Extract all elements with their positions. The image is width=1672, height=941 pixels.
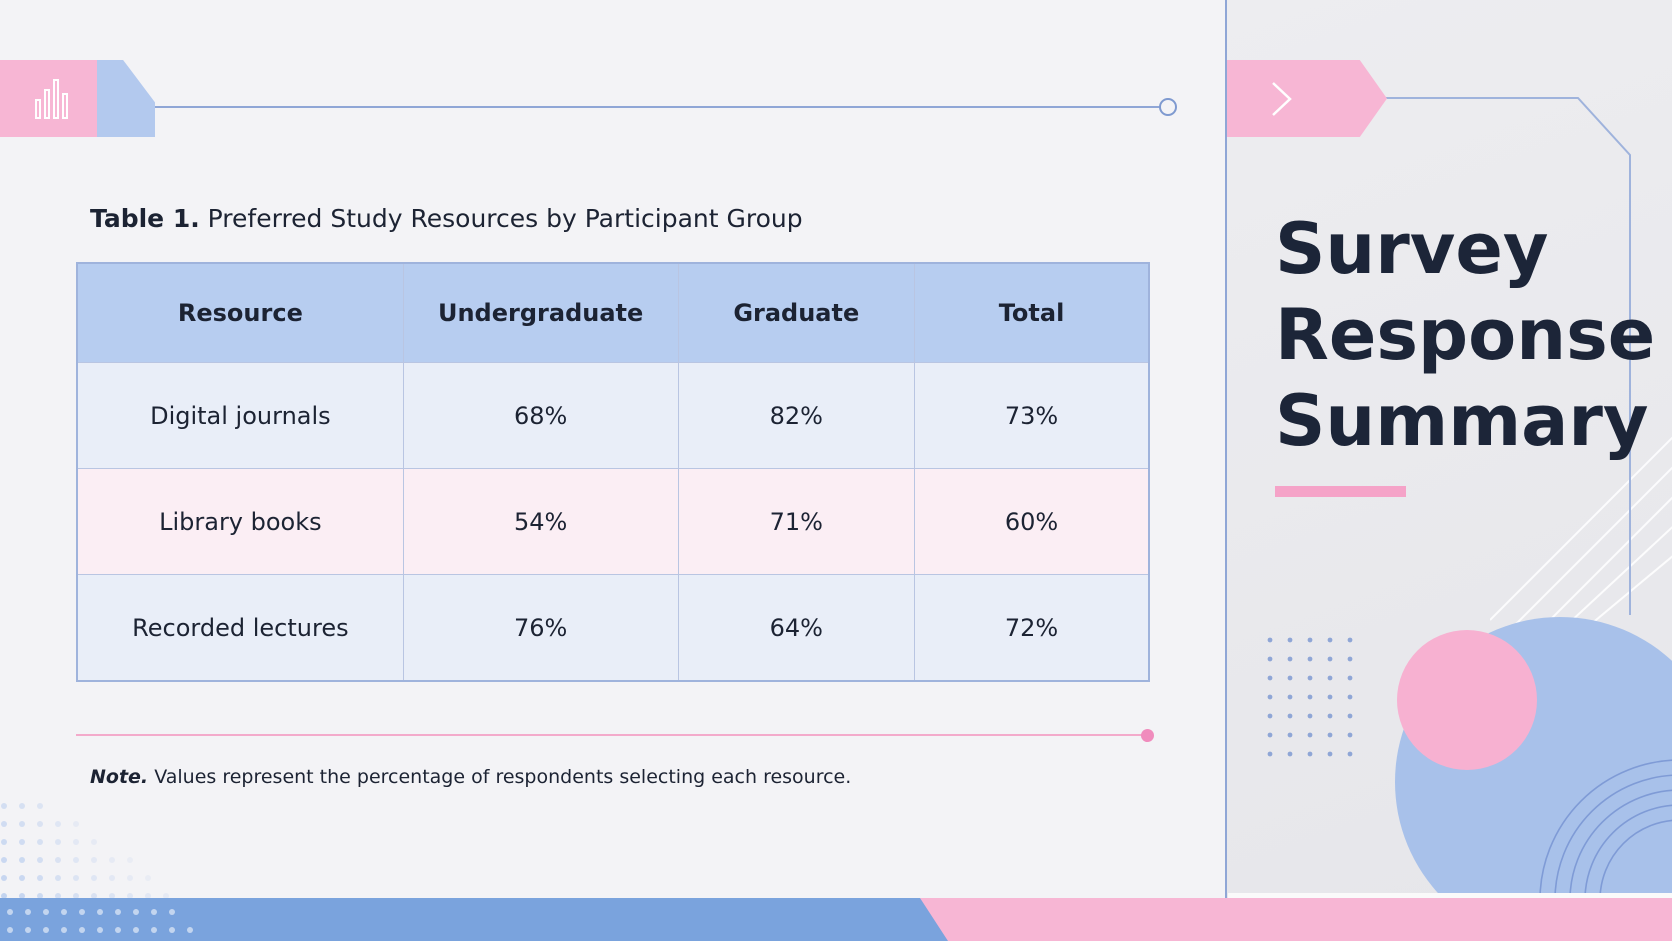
cell-graduate: 71%	[677, 468, 916, 575]
cell-total: 73%	[914, 362, 1150, 469]
header-total: Total	[914, 262, 1150, 363]
header-graduate: Graduate	[677, 262, 916, 363]
note-text: Values represent the percentage of respo…	[154, 766, 852, 788]
header-tab-right	[1227, 60, 1387, 137]
cell-undergraduate: 68%	[402, 362, 679, 469]
panel-divider	[1225, 0, 1227, 898]
cell-resource: Digital journals	[76, 362, 404, 469]
cell-total: 60%	[914, 468, 1150, 575]
table-caption-label: Table 1.	[90, 204, 200, 233]
cell-graduate: 82%	[677, 362, 916, 469]
cell-total: 72%	[914, 574, 1150, 682]
bottom-strip	[1228, 893, 1672, 898]
title-underline	[1275, 486, 1406, 497]
chevron-right-icon	[1272, 82, 1292, 116]
note-label: Note.	[90, 766, 149, 788]
table-caption-text: Preferred Study Resources by Participant…	[207, 204, 803, 233]
slide-title-line-1: Survey	[1275, 208, 1549, 290]
bar-chart-icon	[35, 79, 68, 119]
table-row: Recorded lectures 76% 64% 72%	[76, 574, 1150, 682]
header-rule	[155, 106, 1163, 108]
cell-resource: Recorded lectures	[76, 574, 404, 682]
cell-undergraduate: 54%	[402, 468, 679, 575]
decor-clip	[1225, 0, 1672, 893]
slide-title: Survey Response Summary	[1275, 206, 1655, 464]
dot-grid-decor	[1267, 637, 1353, 757]
cell-graduate: 64%	[677, 574, 916, 682]
dot-fade-decor	[1, 803, 169, 899]
header-rule-end	[1159, 98, 1177, 116]
table-row: Digital journals 68% 82% 73%	[76, 362, 1150, 469]
table-header-row: Resource Undergraduate Graduate Total	[76, 262, 1150, 363]
header-resource: Resource	[76, 262, 404, 363]
note-divider-end	[1141, 729, 1154, 742]
note-divider	[76, 734, 1146, 736]
bottom-dots-decor	[7, 909, 193, 933]
concentric-arcs-decor	[1539, 759, 1672, 893]
slide-title-line-2: Response	[1275, 294, 1656, 376]
header-undergraduate: Undergraduate	[402, 262, 679, 363]
frame-line-decor	[1380, 97, 1631, 615]
table-caption: Table 1. Preferred Study Resources by Pa…	[90, 204, 803, 233]
bottom-band-pink	[920, 898, 1672, 941]
slide-title-line-3: Summary	[1275, 380, 1649, 462]
pink-circle-decor	[1397, 630, 1537, 770]
cell-undergraduate: 76%	[402, 574, 679, 682]
table-note: Note. Values represent the percentage of…	[90, 766, 851, 788]
cell-resource: Library books	[76, 468, 404, 575]
data-table: Resource Undergraduate Graduate Total Di…	[76, 262, 1150, 682]
table-row: Library books 54% 71% 60%	[76, 468, 1150, 575]
